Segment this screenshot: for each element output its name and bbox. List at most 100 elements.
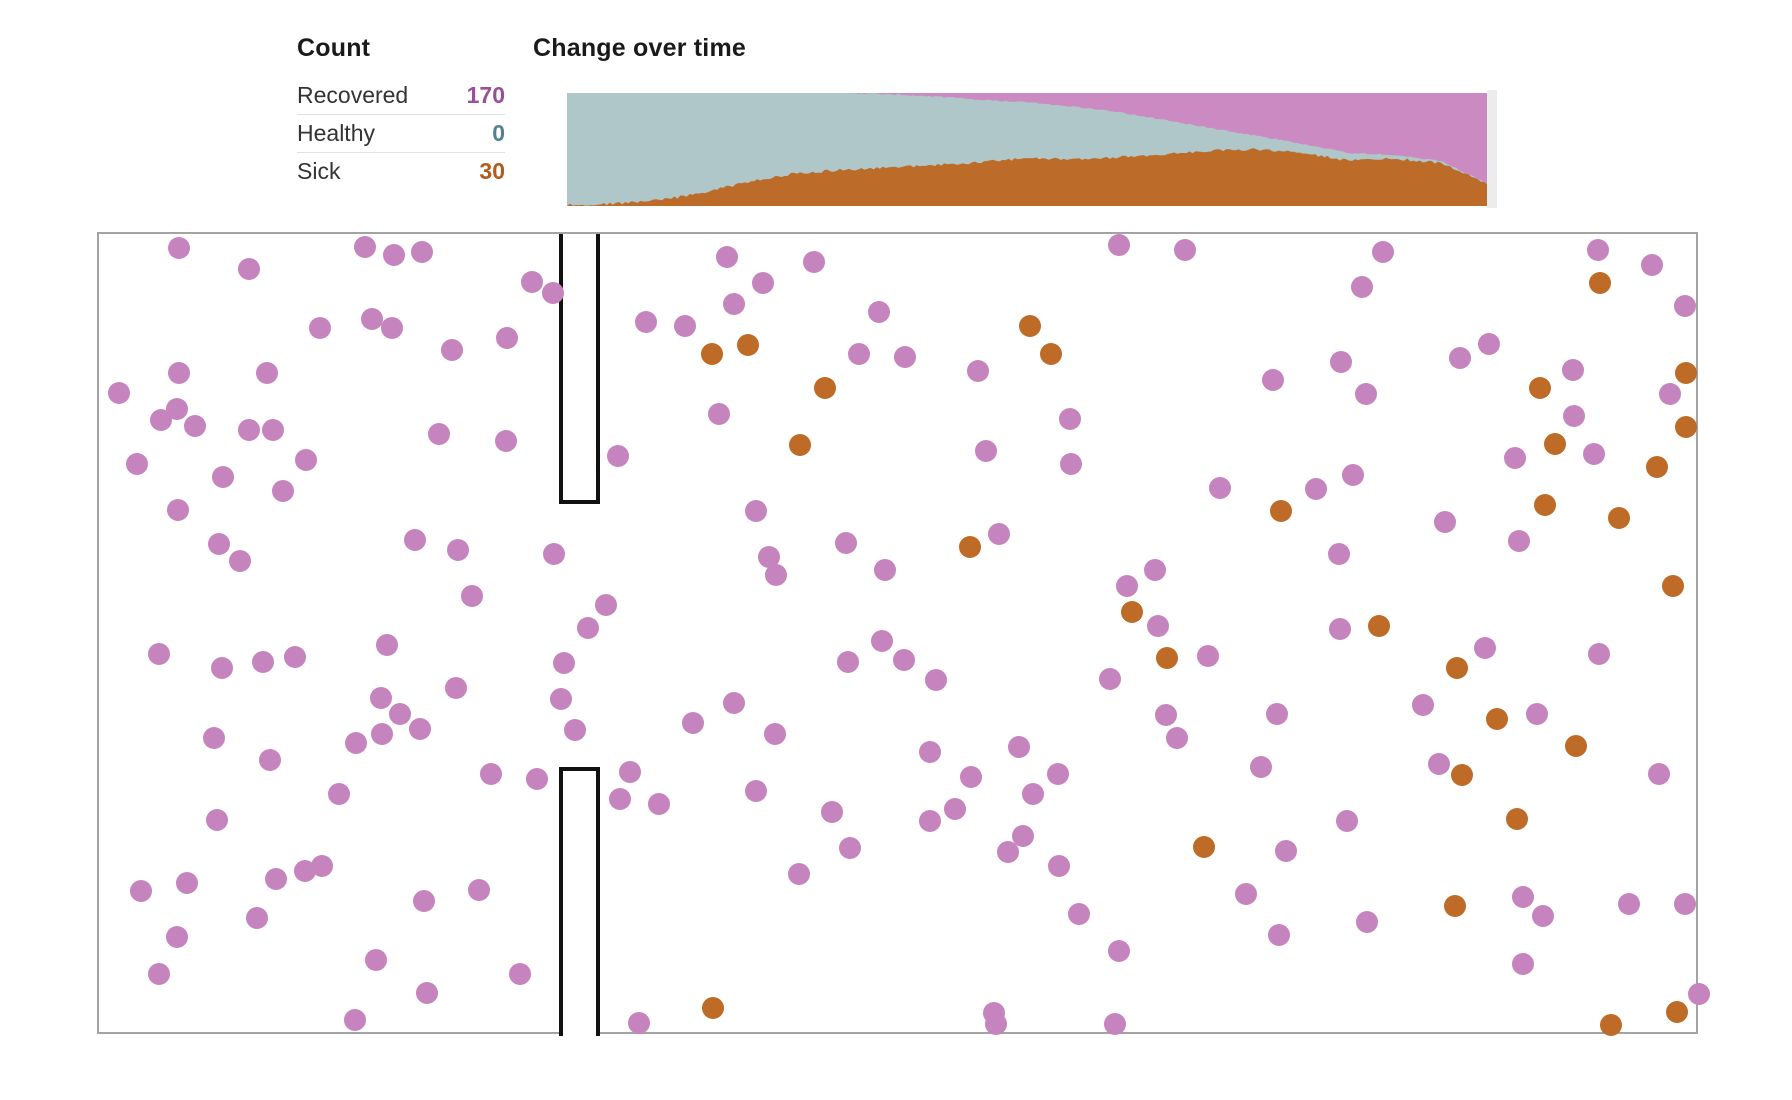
wall-bottom [559, 767, 600, 1036]
recovered-dot [1008, 736, 1030, 758]
count-value-recovered: 170 [466, 82, 505, 108]
recovered-dot [1563, 405, 1585, 427]
recovered-dot [723, 293, 745, 315]
recovered-dot [371, 723, 393, 745]
recovered-dot [311, 855, 333, 877]
recovered-dot [1356, 911, 1378, 933]
recovered-dot [893, 649, 915, 671]
sick-dot [737, 334, 759, 356]
recovered-dot [682, 712, 704, 734]
count-rows: Recovered 170 Healthy 0 Sick 30 [297, 77, 505, 190]
recovered-dot [361, 308, 383, 330]
recovered-dot [848, 343, 870, 365]
chart-right-cap [1487, 90, 1497, 208]
recovered-dot [238, 419, 260, 441]
recovered-dot [919, 810, 941, 832]
recovered-dot [1504, 447, 1526, 469]
count-row-recovered: Recovered 170 [297, 77, 505, 115]
recovered-dot [1060, 453, 1082, 475]
recovered-dot [1562, 359, 1584, 381]
sick-dot [1451, 764, 1473, 786]
sick-dot [1019, 315, 1041, 337]
recovered-dot [168, 237, 190, 259]
recovered-dot [1588, 643, 1610, 665]
recovered-dot [328, 783, 350, 805]
count-label-recovered: Recovered [297, 82, 409, 108]
recovered-dot [211, 657, 233, 679]
recovered-dot [648, 793, 670, 815]
chart-title: Change over time [533, 34, 746, 62]
recovered-dot [389, 703, 411, 725]
recovered-dot [184, 415, 206, 437]
recovered-dot [628, 1012, 650, 1034]
recovered-dot [480, 763, 502, 785]
recovered-dot [821, 801, 843, 823]
recovered-dot [203, 727, 225, 749]
recovered-dot [521, 271, 543, 293]
recovered-dot [925, 669, 947, 691]
recovered-dot [262, 419, 284, 441]
recovered-dot [1275, 840, 1297, 862]
sick-dot [1565, 735, 1587, 757]
recovered-dot [967, 360, 989, 382]
recovered-dot [1328, 543, 1350, 565]
recovered-dot [1262, 369, 1284, 391]
recovered-dot [208, 533, 230, 555]
recovered-dot [344, 1009, 366, 1031]
recovered-dot [1197, 645, 1219, 667]
recovered-dot [1526, 703, 1548, 725]
recovered-dot [256, 362, 278, 384]
recovered-dot [108, 382, 130, 404]
sick-dot [1156, 647, 1178, 669]
recovered-dot [1641, 254, 1663, 276]
sick-dot [1193, 836, 1215, 858]
recovered-dot [383, 244, 405, 266]
count-value-healthy: 0 [492, 120, 505, 146]
recovered-dot [1674, 893, 1696, 915]
recovered-dot [496, 327, 518, 349]
recovered-dot [441, 339, 463, 361]
count-value-sick: 30 [479, 158, 505, 184]
sick-dot [1666, 1001, 1688, 1023]
recovered-dot [674, 315, 696, 337]
recovered-dot [609, 788, 631, 810]
recovered-dot [960, 766, 982, 788]
recovered-dot [354, 236, 376, 258]
recovered-dot [309, 317, 331, 339]
recovered-dot [1512, 886, 1534, 908]
recovered-dot [206, 809, 228, 831]
simulation-canvas [97, 232, 1710, 1036]
recovered-dot [1144, 559, 1166, 581]
sick-dot [1506, 808, 1528, 830]
sick-dot [1270, 500, 1292, 522]
sick-dot [1600, 1014, 1622, 1036]
recovered-dot [526, 768, 548, 790]
recovered-dot [1266, 703, 1288, 725]
recovered-dot [1268, 924, 1290, 946]
sick-area [567, 148, 1487, 206]
recovered-dot [148, 643, 170, 665]
recovered-dot [370, 687, 392, 709]
sick-dot [1589, 272, 1611, 294]
recovered-dot [1108, 940, 1130, 962]
count-title: Count [297, 34, 371, 62]
sick-dot [1534, 494, 1556, 516]
count-row-sick: Sick 30 [297, 153, 505, 190]
recovered-dot [345, 732, 367, 754]
recovered-dot [1336, 810, 1358, 832]
sick-dot [1675, 416, 1697, 438]
recovered-dot [985, 1013, 1007, 1035]
recovered-dot [445, 677, 467, 699]
recovered-dot [1250, 756, 1272, 778]
recovered-dot [758, 546, 780, 568]
recovered-dot [365, 949, 387, 971]
stacked-area-svg [567, 93, 1487, 206]
recovered-dot [461, 585, 483, 607]
recovered-dot [944, 798, 966, 820]
recovered-dot [803, 251, 825, 273]
sick-dot [1675, 362, 1697, 384]
recovered-dot [1449, 347, 1471, 369]
recovered-dot [411, 241, 433, 263]
recovered-dot [550, 688, 572, 710]
